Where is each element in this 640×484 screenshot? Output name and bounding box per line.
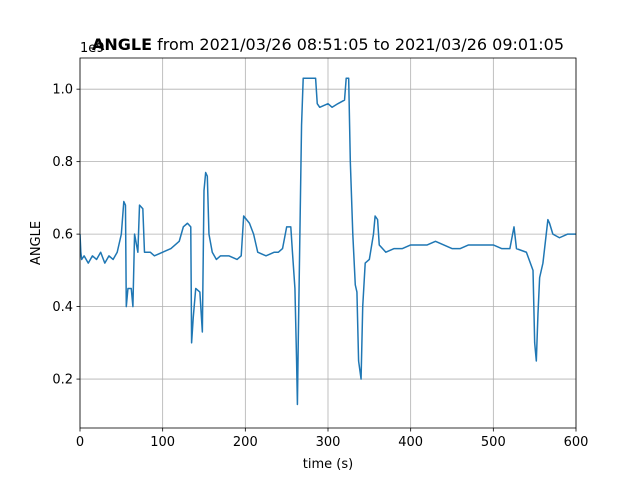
chart-title: ANGLE from 2021/03/26 08:51:05 to 2021/0… [92, 35, 564, 54]
x-tick-label: 0 [76, 435, 84, 450]
y-tick-label: 0.6 [52, 228, 73, 243]
x-axis-label: time (s) [303, 457, 353, 472]
plot-frame [79, 57, 577, 429]
x-tick-label: 100 [150, 435, 175, 450]
y-tick-label: 0.4 [52, 300, 73, 315]
y-tick-label: 0.8 [52, 155, 73, 170]
y-offset-text: 1e9 [80, 41, 105, 56]
x-tick-label: 500 [481, 435, 506, 450]
y-tick-label: 0.2 [52, 373, 73, 388]
x-tick-label: 300 [316, 435, 341, 450]
y-tick-label: 1.0 [52, 83, 73, 98]
title-bold: ANGLE [92, 35, 152, 54]
x-tick-label: 200 [233, 435, 258, 450]
y-axis-label: ANGLE [29, 221, 44, 265]
data-line [80, 77, 576, 406]
x-tick-label: 600 [564, 435, 589, 450]
x-tick-label: 400 [398, 435, 423, 450]
title-rest: from 2021/03/26 08:51:05 to 2021/03/26 0… [157, 35, 564, 54]
